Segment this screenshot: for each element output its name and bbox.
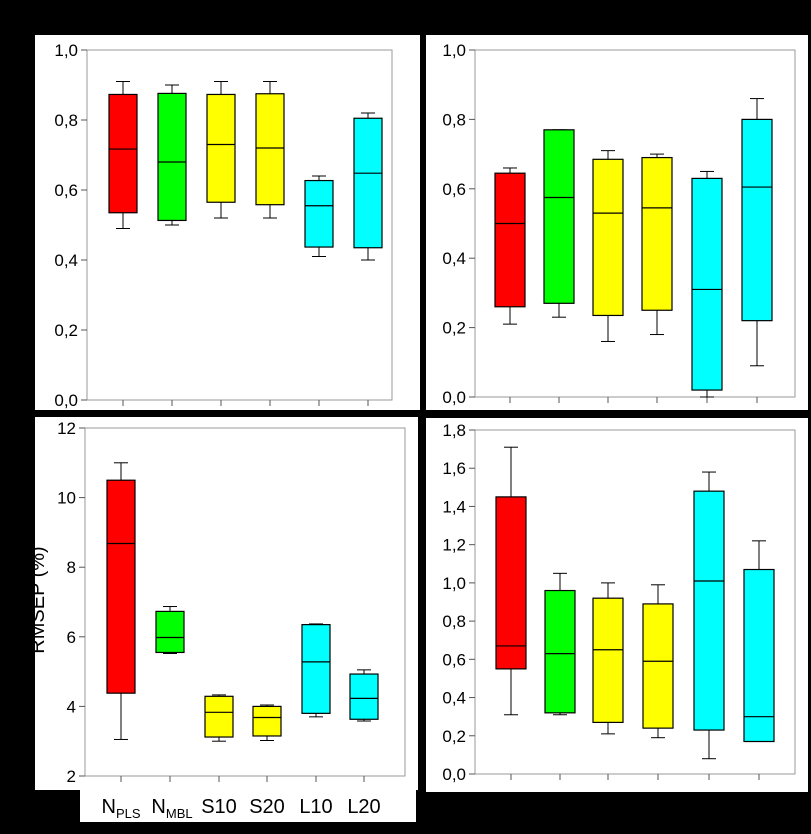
y-tick-label: 1,8 [442,421,466,440]
iqr-box [353,117,383,249]
iqr-box [592,597,624,724]
iqr-box [108,93,138,214]
iqr-box [693,490,725,731]
y-tick-label: 2 [67,767,76,786]
box-plot-bottom-left: 2 4 6 8 10 12 [57,419,406,786]
y-tick-label: 1,6 [442,459,466,478]
box-6 [349,669,379,722]
box-5 [693,471,725,760]
plot-frame [474,49,796,398]
box-5 [691,170,723,398]
y-tick-label: 0,8 [442,612,466,631]
y-tick-label: 6 [67,628,76,647]
y-tick-label: 8 [67,558,76,577]
box-3 [592,582,624,735]
y-tick-label: 0,0 [442,388,466,407]
category-label-strip [80,790,416,822]
category-label: S10 [201,796,237,818]
category-label: L20 [347,796,380,818]
box-1 [495,446,527,716]
y-tick-label: 10 [57,489,76,508]
plot-frame [86,49,393,401]
box-3 [592,150,624,342]
y-tick-label: 1,2 [442,536,466,555]
iqr-box [252,705,282,737]
box-4 [641,153,673,336]
iqr-box [106,479,136,694]
iqr-box [304,179,334,248]
iqr-box [691,177,723,391]
y-tick-label: 0,4 [442,249,466,268]
box-1 [106,462,136,740]
iqr-box [155,610,185,654]
iqr-box [301,624,331,714]
y-tick-label: 0,4 [54,251,78,270]
box-6 [353,112,383,261]
category-label: S20 [249,796,285,818]
y-tick-label: 0,6 [54,181,78,200]
category-label: L10 [299,796,332,818]
iqr-box [592,158,624,317]
box-3 [206,81,236,219]
iqr-box [157,92,187,222]
iqr-box [543,129,575,304]
category-label: NPLS [101,796,140,821]
y-tick-label: 1,4 [442,497,466,516]
iqr-box [495,496,527,670]
y-tick-label: 0,2 [442,319,466,338]
iqr-box [206,93,236,203]
box-4 [642,584,674,739]
box-6 [741,98,773,367]
plot-frame [84,427,406,777]
box-5 [304,175,334,257]
box-2 [543,129,575,318]
y-tick-label: 0,8 [442,110,466,129]
box-2 [544,572,576,716]
iqr-box [743,568,775,743]
iqr-box [204,695,234,738]
y-axis-title: RMSEP (%) [27,546,49,653]
iqr-box [741,118,773,322]
iqr-box [642,603,674,729]
y-tick-label: 1,0 [442,41,466,60]
y-tick-label: 1,0 [442,574,466,593]
y-tick-label: 0,6 [442,180,466,199]
iqr-box [349,673,379,720]
category-labels: NPLS NMBL S10 S20 L10 L20 [101,796,380,821]
box-1 [494,167,526,325]
iqr-box [641,156,673,311]
iqr-box [544,589,576,714]
box-plot-bottom-right: 0,0 0,2 0,4 0,6 0,8 1,0 1,2 1,4 1,6 1,8 [442,421,796,784]
box-plot-top-right: 0,0 0,2 0,4 0,6 0,8 1,0 [442,41,796,407]
y-tick-label: 0,2 [54,321,78,340]
box-5 [301,623,331,718]
y-tick-label: 0,6 [442,650,466,669]
y-tick-label: 4 [67,697,76,716]
iqr-box [255,93,285,206]
box-2 [155,606,185,655]
category-label: NMBL [151,796,192,821]
box-3 [204,694,234,742]
y-tick-label: 1,0 [54,41,78,60]
box-4 [252,704,282,742]
box-6 [743,540,775,743]
plot-frame [474,429,796,775]
y-tick-label: 0,2 [442,727,466,746]
y-tick-label: 0,8 [54,111,78,130]
y-tick-label: 0,0 [54,391,78,410]
box-2 [157,84,187,226]
iqr-box [494,172,526,308]
y-tick-label: 0,0 [442,765,466,784]
box-1 [108,81,138,229]
y-tick-label: 12 [57,419,76,438]
y-tick-label: 0,4 [442,689,466,708]
box-plot-top-left: 0,0 0,2 0,4 0,6 0,8 1,0 [54,41,393,410]
box-4 [255,81,285,219]
